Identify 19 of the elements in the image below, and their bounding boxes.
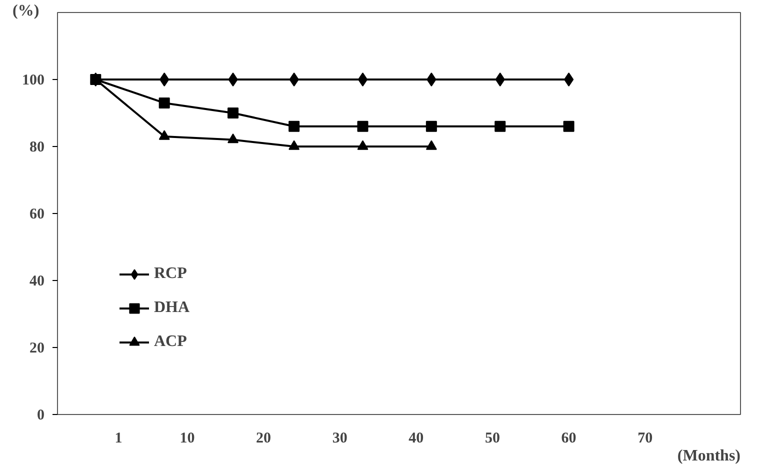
y-tick-label: 40 [30,274,44,290]
x-tick-label: 1 [114,430,122,446]
legend-label: RCP [154,264,187,284]
y-tick-label: 100 [22,72,44,88]
y-tick-label: 20 [30,340,44,356]
y-tick-label: 80 [30,140,44,156]
x-tick-label: 40 [408,430,424,446]
legend-label: ACP [154,332,187,352]
x-tick-label: 10 [180,430,195,446]
x-tick-label: 60 [561,430,576,446]
x-tick-label: 70 [638,430,653,446]
y-tick-label: 60 [30,206,44,222]
y-axis-title: (%) [12,2,40,20]
x-tick-label: 20 [256,430,272,446]
x-tick-label: 50 [484,430,500,446]
legend-label: DHA [154,298,190,318]
x-tick-label: 30 [332,430,348,446]
x-axis-title: (Months) [677,448,740,464]
y-tick-label: 0 [37,408,44,424]
